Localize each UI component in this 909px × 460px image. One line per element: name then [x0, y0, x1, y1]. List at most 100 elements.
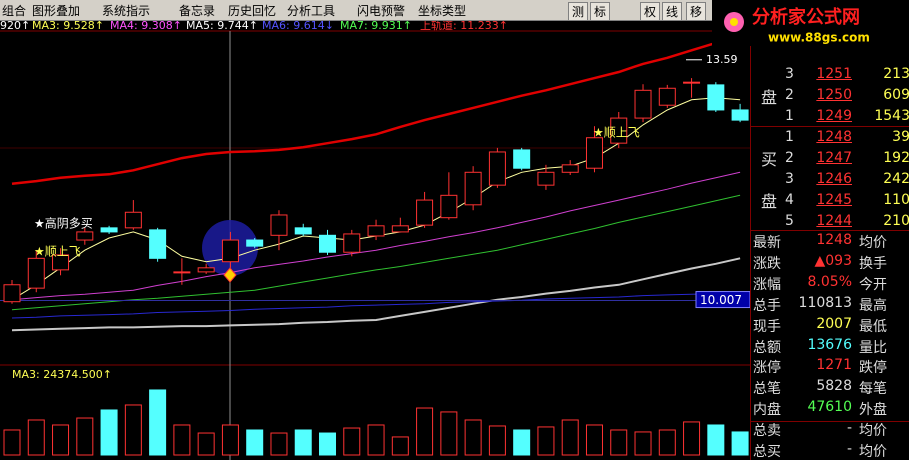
volume-bar: [3, 429, 21, 456]
candle-body: [464, 171, 482, 206]
toolbar-toggle[interactable]: 标: [590, 2, 611, 21]
candle-body: [658, 87, 676, 106]
volume-bar: [149, 389, 167, 456]
volume-bar: [513, 429, 531, 456]
stat-label: 最低: [859, 318, 887, 335]
book-price: 1251: [816, 66, 852, 82]
stat-label: 外盘: [859, 402, 887, 419]
stat-label: 内盘: [753, 402, 781, 419]
book-price: 1245: [816, 192, 852, 208]
book-level: 3: [785, 171, 794, 187]
logo-title: 分析家公式网: [752, 6, 860, 28]
candle-body: [634, 89, 652, 119]
indicator-value: MA5: 9.744↑: [186, 19, 258, 32]
signal-annotation: ★顺上飞: [34, 245, 81, 259]
volume-bar: [585, 424, 603, 456]
logo: 分析家公式网 www.88gs.com: [712, 0, 909, 46]
volume-bar: [391, 436, 409, 456]
book-level: 1: [785, 129, 794, 145]
candle-body: [149, 229, 167, 259]
ma-line: [11, 257, 741, 332]
logo-flower-core: [730, 18, 738, 26]
volume-bar: [221, 424, 239, 456]
book-price: 1250: [816, 87, 852, 103]
toolbar-button[interactable]: 历史回忆: [228, 4, 277, 18]
stat-value: 1271: [816, 357, 852, 374]
candle-body: [173, 271, 191, 274]
volume-bar: [246, 429, 264, 456]
level-label: 10.007: [700, 293, 742, 307]
stat-label: 总笔: [753, 381, 781, 398]
indicator-value: MA7: 9.931↑: [340, 19, 412, 32]
book-level: 5: [785, 213, 794, 229]
ma-line: [11, 194, 741, 311]
toolbar-button[interactable]: 组合: [2, 4, 27, 18]
candle-body: [246, 239, 264, 247]
stat-value: 2007: [816, 315, 852, 332]
book-volume: 1543: [874, 108, 909, 124]
stat-label: 现手: [753, 318, 781, 335]
signal-annotation: ★高阴多买: [34, 216, 93, 231]
toolbar-button[interactable]: 系统指示: [102, 4, 151, 18]
volume-bar: [100, 409, 118, 456]
volume-bar: [416, 407, 434, 456]
candle-body: [294, 227, 312, 235]
volume-bar: [707, 424, 725, 456]
candle-body: [319, 234, 337, 253]
sell-side-label: 盘: [761, 88, 778, 107]
book-level: 2: [785, 87, 794, 103]
book-volume: 192: [883, 150, 909, 166]
stat-value: 47610: [807, 399, 852, 416]
candle-body: [585, 137, 603, 169]
volume-bar: [488, 425, 506, 456]
ma-line: [11, 291, 741, 319]
divider: [751, 421, 909, 423]
toolbar-button[interactable]: 分析工具: [287, 4, 336, 18]
volume-bar: [173, 424, 191, 456]
stat-label: 量比: [859, 339, 887, 356]
indicator-value: 上轨道: 11.233↑: [420, 18, 508, 32]
candle-body: [221, 239, 239, 263]
book-volume: 609: [883, 87, 909, 103]
stat-value: -: [846, 420, 852, 437]
book-price: 1244: [816, 213, 852, 229]
book-price: 1246: [816, 171, 852, 187]
toolbar-toggle[interactable]: 线: [662, 2, 683, 21]
toolbar-button[interactable]: 坐标类型: [418, 4, 467, 18]
volume-bar: [27, 419, 45, 456]
book-price: 1248: [816, 129, 852, 145]
candle-body: [52, 254, 70, 271]
volume-bar: [270, 432, 288, 456]
stat-label: 总买: [753, 444, 781, 460]
volume-bar: [634, 431, 652, 456]
stat-value: ▲093: [814, 252, 853, 269]
candle-body: [367, 225, 385, 237]
stat-label: 跌停: [859, 360, 887, 377]
indicator-value: MA4: 9.308↑: [110, 19, 182, 32]
candle-body: [197, 267, 215, 273]
stat-label: 均价: [859, 235, 887, 251]
buy-side-label: 买: [761, 150, 778, 169]
indicator-value: MA3: 9.528↑: [32, 19, 104, 32]
stat-value: 5828: [816, 378, 852, 395]
candle-body: [416, 199, 434, 226]
book-level: 2: [785, 150, 794, 166]
candle-body: [488, 151, 506, 186]
candle-body: [513, 149, 531, 169]
toolbar-button[interactable]: 备忘录: [179, 4, 216, 18]
stat-value: 110813: [798, 294, 852, 311]
volume-bar: [367, 424, 385, 456]
stat-value: 8.05%: [807, 273, 852, 290]
toolbar-button[interactable]: 图形叠加: [32, 4, 81, 18]
candle-body: [731, 109, 749, 121]
toolbar-toggle[interactable]: 权: [640, 2, 661, 21]
toolbar-toggle[interactable]: 移: [686, 2, 707, 21]
book-volume: 39: [892, 129, 909, 145]
toolbar-toggle[interactable]: 测: [568, 2, 589, 21]
stat-label: 总额: [753, 339, 781, 356]
book-price: 1247: [816, 150, 852, 166]
candle-body: [707, 84, 725, 111]
signal-annotation: ★顺上飞: [593, 126, 640, 140]
toolbar-button[interactable]: 闪电预警: [357, 4, 406, 18]
stat-label: 涨幅: [753, 276, 781, 293]
